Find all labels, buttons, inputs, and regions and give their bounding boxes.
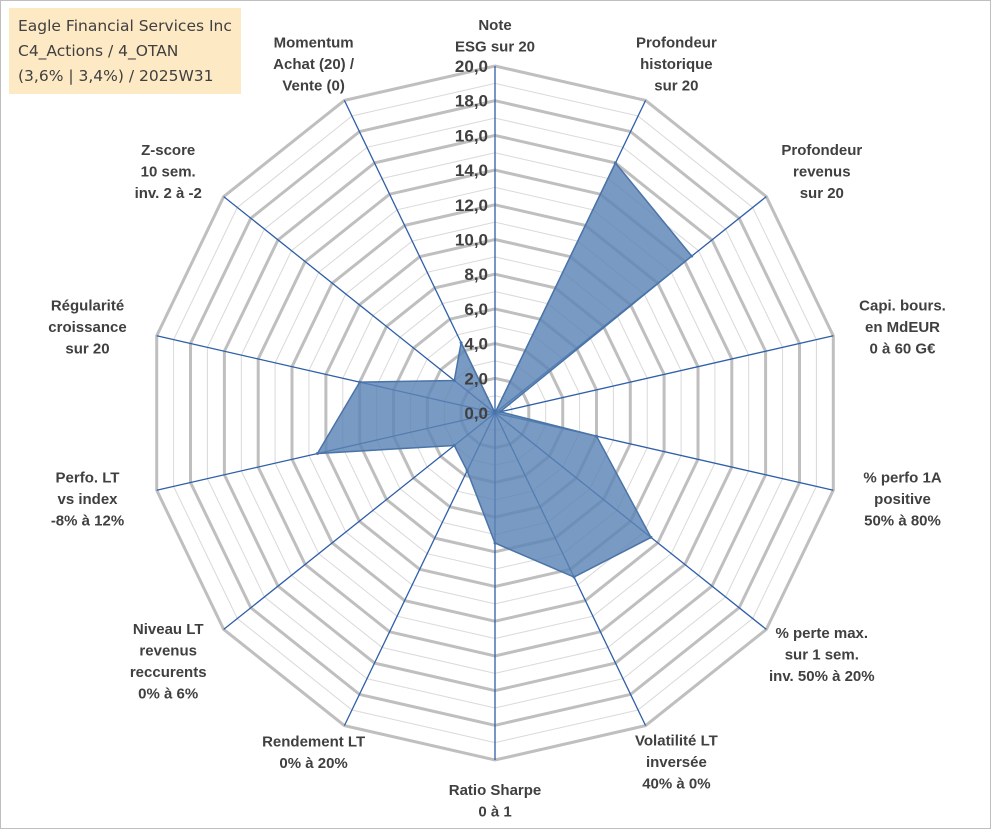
title-line-category: C4_Actions / 4_OTAN <box>18 42 179 60</box>
axis-spoke <box>223 412 496 630</box>
axis-label-line: Momentum <box>274 35 354 52</box>
radial-tick-labels: 0,0 2,0 4,0 6,0 8,0 10,0 12,0 14,0 16,0 18,0 20,0 <box>455 57 488 423</box>
axis-label-line: Achat (20) / <box>273 56 355 73</box>
tick-label: 14,0 <box>455 161 488 180</box>
data-point <box>493 541 497 545</box>
data-point <box>465 469 469 473</box>
tick-label: 10,0 <box>455 231 488 250</box>
data-point <box>452 379 456 382</box>
axis-label-line: 40% à 0% <box>642 775 710 792</box>
title-line-performance: (3,6% | 3,4%) / 2025W31 <box>18 67 214 85</box>
axis-label: Profondeur historique sur 20 <box>636 35 717 95</box>
axis-label-line: % perfo 1A <box>863 470 942 487</box>
data-series <box>315 161 694 579</box>
axis-spoke <box>223 196 496 414</box>
axis-label-line: en MdEUR <box>865 319 940 336</box>
data-point <box>315 452 319 455</box>
axis-label-line: Note <box>478 17 511 34</box>
axis-label-line: historique <box>640 56 713 73</box>
axis-labels: Note ESG sur 20 Profondeur historique sur 20… <box>48 17 946 821</box>
axis-label: Profondeur revenus sur 20 <box>781 142 862 202</box>
axis-label: Perfo. LT vs index -8% à 12% <box>51 470 124 530</box>
data-point <box>690 254 694 258</box>
axis-label-line: reccurents <box>130 664 207 681</box>
series-area <box>316 161 693 578</box>
axis-label-line: Vente (0) <box>282 78 345 95</box>
axis-label: Z-score 10 sem. inv. 2 à -2 <box>135 142 202 202</box>
axis-label-line: -8% à 12% <box>51 513 124 530</box>
axis-label-line: 10 sem. <box>141 164 196 181</box>
axis-label-line: revenus <box>139 642 197 659</box>
axis-label-line: Capi. bours. <box>859 297 946 314</box>
axis-label-line: Rendement LT <box>262 734 365 751</box>
axis-label-line: Perfo. LT <box>56 470 120 487</box>
axis-label-line: 0 à 60 G€ <box>870 340 937 357</box>
tick-label: 8,0 <box>464 265 488 284</box>
tick-label: 16,0 <box>455 126 488 145</box>
data-point <box>613 161 617 165</box>
tick-label: 6,0 <box>464 300 488 319</box>
data-point <box>649 535 653 539</box>
axis-label: % perte max. sur 1 sem. inv. 50% à 20% <box>769 625 875 685</box>
axis-label-line: sur 1 sem. <box>785 646 859 663</box>
axis-label-line: 0 à 1 <box>478 804 511 821</box>
data-point <box>358 380 362 384</box>
data-point <box>498 410 502 414</box>
axis-label: Ratio Sharpe 0 à 1 <box>449 782 542 821</box>
axis-label-line: vs index <box>57 491 118 508</box>
axis-label-line: 0% à 20% <box>279 755 347 772</box>
axis-label: Momentum Achat (20) / Vente (0) <box>273 35 355 95</box>
title-box: Eagle Financial Services Inc C4_Actions … <box>9 8 241 94</box>
data-point <box>452 444 456 447</box>
tick-label: 4,0 <box>464 335 488 354</box>
tick-label: 2,0 <box>464 369 488 388</box>
axis-label-line: sur 20 <box>65 340 109 357</box>
axis-label-line: Profondeur <box>636 35 717 52</box>
axis-label-line: Volatilité LT <box>635 732 718 749</box>
axis-label: Volatilité LT inversée 40% à 0% <box>635 732 718 792</box>
axis-label-line: Z-score <box>141 142 195 159</box>
axis-label-line: 0% à 6% <box>138 685 198 702</box>
data-point <box>572 575 576 579</box>
axis-label-line: positive <box>874 491 931 508</box>
data-point <box>459 341 463 345</box>
axis-label: Régularité croissance sur 20 <box>48 297 126 357</box>
axis-label: % perfo 1A positive 50% à 80% <box>863 470 942 530</box>
axis-label-line: sur 20 <box>654 78 698 95</box>
data-point <box>595 434 598 438</box>
axis-label-line: sur 20 <box>800 185 844 202</box>
axis-label-line: revenus <box>793 164 851 181</box>
axis-label: Note ESG sur 20 <box>455 17 535 56</box>
axis-label-line: inversée <box>646 754 707 771</box>
axis-label: Capi. bours. en MdEUR 0 à 60 G€ <box>859 297 946 357</box>
axis-label-line: Ratio Sharpe <box>449 782 542 799</box>
tick-label: 12,0 <box>455 196 488 215</box>
data-point <box>493 411 497 415</box>
title-line-company: Eagle Financial Services Inc <box>18 17 232 35</box>
axis-label: Rendement LT 0% à 20% <box>262 734 365 773</box>
axis-spoke <box>494 335 834 414</box>
axis-label-line: Profondeur <box>781 142 862 159</box>
axis-label-line: % perte max. <box>776 625 869 642</box>
axis-label-line: croissance <box>48 319 126 336</box>
axis-label-line: ESG sur 20 <box>455 39 535 56</box>
tick-label: 18,0 <box>455 92 488 111</box>
tick-label: 0,0 <box>464 404 488 423</box>
axis-label-line: inv. 2 à -2 <box>135 185 202 202</box>
axis-label-line: Régularité <box>51 297 124 314</box>
tick-label: 20,0 <box>455 57 488 76</box>
axis-label: Niveau LT revenus reccurents 0% à 6% <box>130 621 207 703</box>
axis-label-line: inv. 50% à 20% <box>769 668 875 685</box>
axis-label-line: Niveau LT <box>133 621 204 638</box>
axis-label-line: 50% à 80% <box>864 513 941 530</box>
